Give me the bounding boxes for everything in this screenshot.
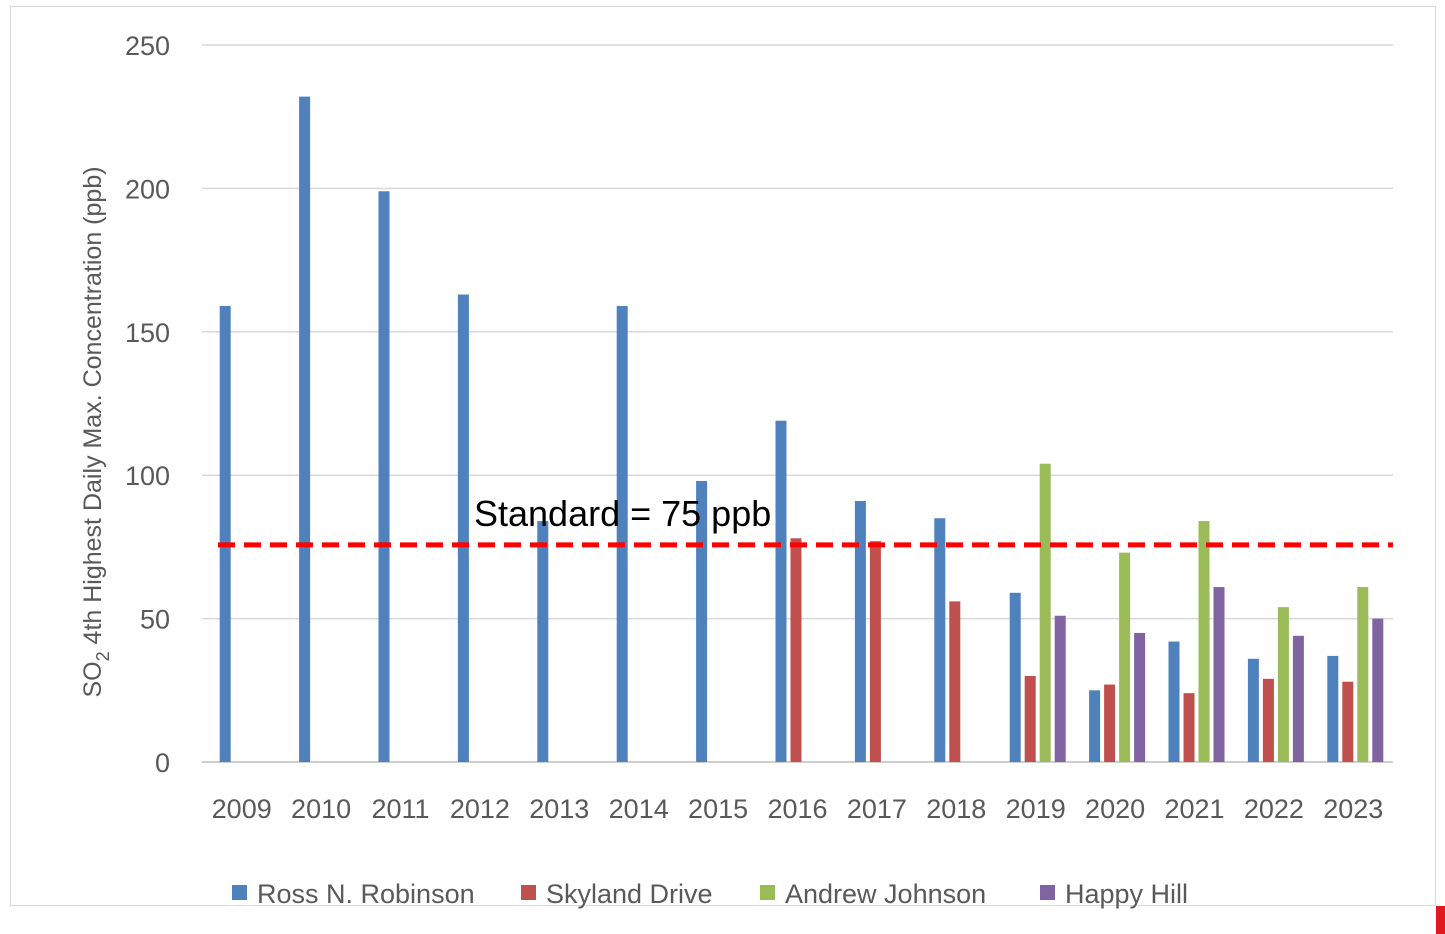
x-tick-label: 2021 <box>1164 794 1224 824</box>
legend: Ross N. Robinson Skyland Drive Andrew John… <box>232 879 1188 909</box>
y-axis-ticks: 0 50 100 150 200 250 <box>125 31 170 778</box>
ylabel-subscript: 2 <box>93 651 113 661</box>
bar-ross-n-robinson-2019 <box>1009 592 1021 762</box>
bar-andrew-johnson-2022 <box>1277 607 1289 762</box>
legend-swatch <box>1040 885 1055 900</box>
bars <box>219 96 1384 762</box>
bar-ross-n-robinson-2009 <box>219 305 231 762</box>
bar-ross-n-robinson-2022 <box>1247 658 1259 762</box>
x-tick-label: 2023 <box>1323 794 1383 824</box>
bar-skyland-drive-2021 <box>1183 693 1195 762</box>
legend-swatch <box>760 885 775 900</box>
y-tick-label: 50 <box>140 605 170 635</box>
y-tick-label: 250 <box>125 31 170 61</box>
standard-label: Standard = 75 ppb <box>474 493 771 534</box>
bar-andrew-johnson-2019 <box>1039 463 1051 762</box>
legend-label: Andrew Johnson <box>785 879 986 909</box>
chart-frame <box>10 6 1436 906</box>
y-tick-label: 0 <box>155 748 170 778</box>
bar-andrew-johnson-2020 <box>1119 552 1131 762</box>
bar-happy-hill-2023 <box>1372 618 1384 762</box>
x-tick-label: 2017 <box>847 794 907 824</box>
bar-ross-n-robinson-2023 <box>1327 655 1339 762</box>
y-tick-label: 100 <box>125 461 170 491</box>
y-axis-label: SO2 4th Highest Daily Max. Concentration… <box>79 166 113 697</box>
bar-skyland-drive-2016 <box>790 538 802 762</box>
x-tick-label: 2018 <box>926 794 986 824</box>
bar-ross-n-robinson-2014 <box>616 305 628 762</box>
bar-skyland-drive-2017 <box>869 541 881 762</box>
y-tick-label: 150 <box>125 318 170 348</box>
x-tick-label: 2011 <box>371 794 429 824</box>
x-axis-ticks: 2009 2010 2011 2012 2013 2014 2015 2016 2017 2018… <box>212 794 1384 824</box>
x-tick-label: 2019 <box>1006 794 1066 824</box>
bar-andrew-johnson-2021 <box>1198 521 1210 762</box>
x-tick-label: 2012 <box>450 794 510 824</box>
legend-label: Skyland Drive <box>546 879 713 909</box>
bar-happy-hill-2021 <box>1213 587 1225 762</box>
bar-ross-n-robinson-2020 <box>1089 690 1101 762</box>
bar-skyland-drive-2023 <box>1342 681 1354 762</box>
bar-ross-n-robinson-2012 <box>457 294 469 762</box>
standard-line-group: Standard = 75 ppb <box>218 493 1393 548</box>
x-tick-label: 2020 <box>1085 794 1145 824</box>
bar-ross-n-robinson-2015 <box>696 480 708 762</box>
x-tick-label: 2022 <box>1244 794 1304 824</box>
bar-andrew-johnson-2023 <box>1357 587 1369 762</box>
y-tick-label: 200 <box>125 174 170 204</box>
x-tick-label: 2009 <box>212 794 272 824</box>
bar-ross-n-robinson-2018 <box>934 518 946 762</box>
corner-accent <box>1436 906 1445 934</box>
x-tick-label: 2016 <box>767 794 827 824</box>
x-tick-label: 2014 <box>609 794 669 824</box>
legend-label: Happy Hill <box>1065 879 1188 909</box>
legend-label: Ross N. Robinson <box>257 879 475 909</box>
bar-happy-hill-2020 <box>1134 632 1146 762</box>
x-tick-label: 2010 <box>291 794 351 824</box>
bar-ross-n-robinson-2017 <box>854 501 866 762</box>
bar-ross-n-robinson-2016 <box>775 420 787 762</box>
bar-ross-n-robinson-2021 <box>1168 641 1180 762</box>
bar-happy-hill-2022 <box>1292 635 1304 762</box>
x-tick-label: 2013 <box>529 794 589 824</box>
x-tick-label: 2015 <box>688 794 748 824</box>
bar-ross-n-robinson-2013 <box>537 521 549 762</box>
bar-skyland-drive-2019 <box>1024 675 1036 762</box>
bar-ross-n-robinson-2010 <box>299 96 311 762</box>
bar-ross-n-robinson-2011 <box>378 191 390 762</box>
legend-swatch <box>521 885 536 900</box>
legend-swatch <box>232 885 247 900</box>
ylabel-part: SO <box>79 661 107 697</box>
bar-skyland-drive-2022 <box>1262 678 1274 762</box>
bar-skyland-drive-2018 <box>949 601 961 762</box>
bar-happy-hill-2019 <box>1054 615 1066 762</box>
bar-skyland-drive-2020 <box>1104 684 1116 762</box>
ylabel-part: 4th Highest Daily Max. Concentration (pp… <box>79 166 107 651</box>
